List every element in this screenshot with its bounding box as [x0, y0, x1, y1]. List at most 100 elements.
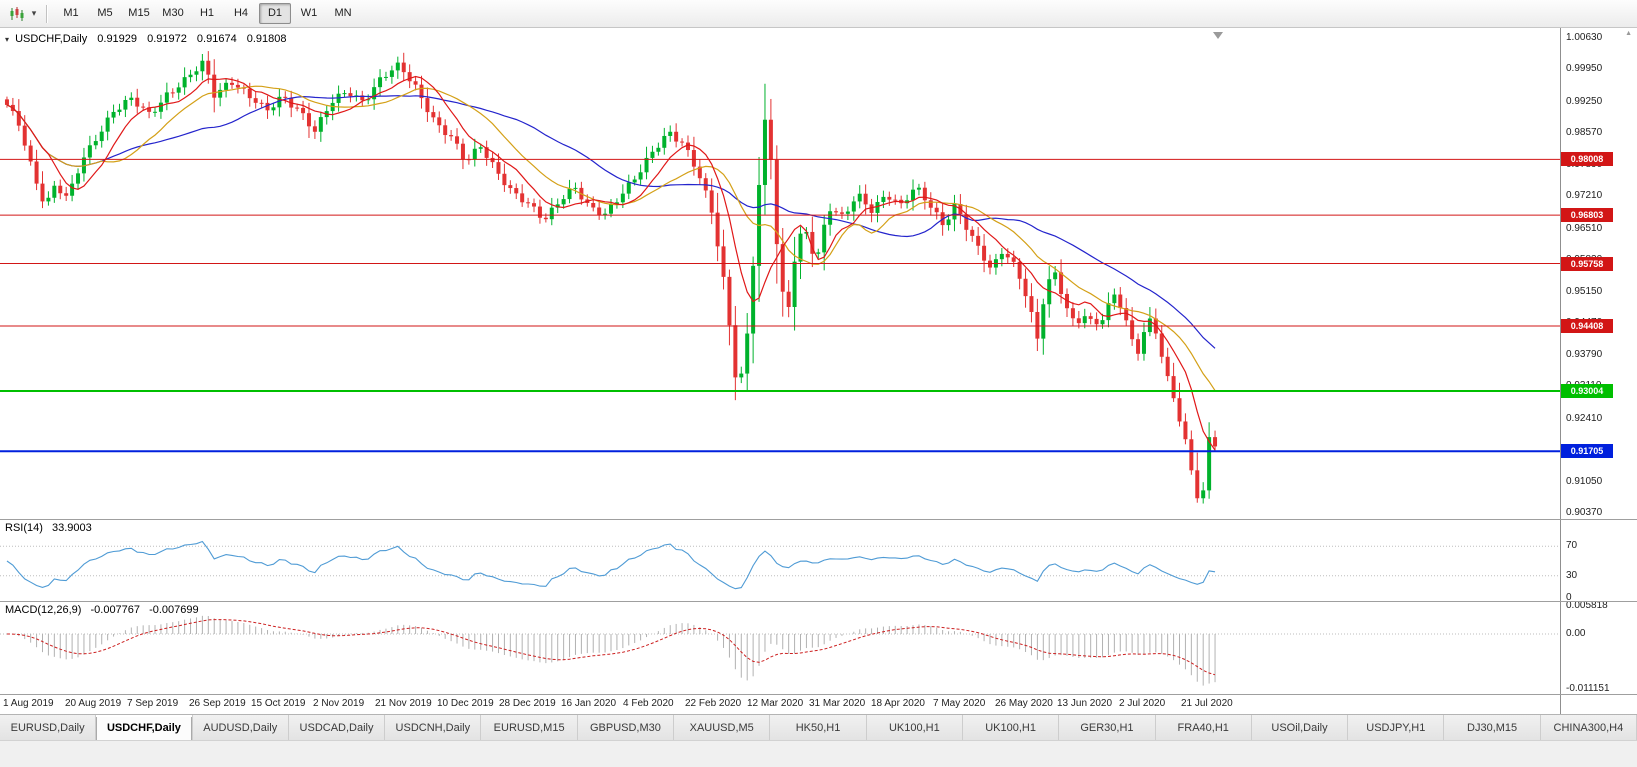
time-axis-label: 26 May 2020 [995, 698, 1053, 709]
price-level-badge: 0.91705 [1561, 444, 1613, 459]
time-axis-label: 21 Jul 2020 [1181, 698, 1233, 709]
macd-axis-tick: -0.011151 [1566, 682, 1610, 694]
price-level-badge: 0.94408 [1561, 319, 1613, 334]
time-axis-label: 31 Mar 2020 [809, 698, 866, 709]
price-level-badge: 0.95758 [1561, 256, 1613, 271]
chart-type-caret-icon[interactable]: ▾ [31, 8, 37, 18]
price-axis-tick: 0.90370 [1566, 507, 1603, 518]
top-toolbar: ▾ M1 M5 M15 M30 H1 H4 D1 W1 MN [0, 0, 1637, 28]
timeframe-w1[interactable]: W1 [300, 7, 318, 19]
panel-separator[interactable] [0, 519, 1637, 520]
chart-tab-eurusd-daily[interactable]: EURUSD,Daily [0, 715, 97, 740]
panel-separator[interactable] [0, 694, 1637, 695]
price-axis-tick: 0.91050 [1566, 475, 1603, 487]
ohlc-open: 0.91929 [97, 33, 138, 45]
chart-tab-audusd-daily[interactable]: AUDUSD,Daily [192, 715, 289, 740]
chart-tab-ger30-h1[interactable]: GER30,H1 [1059, 715, 1156, 740]
timeframe-d1[interactable]: D1 [259, 3, 291, 24]
time-axis-label: 12 Mar 2020 [747, 698, 804, 709]
chart-tab-xauusd-m5[interactable]: XAUUSD,M5 [674, 715, 771, 740]
time-axis-label: 13 Jun 2020 [1057, 698, 1113, 709]
rsi-axis-tick: 0 [1566, 592, 1572, 603]
price-axis[interactable]: ▲ 1.006300.999500.992500.985700.978900.9… [1560, 28, 1637, 714]
chart-tab-eurusd-m15[interactable]: EURUSD,M15 [481, 715, 578, 740]
panel-separator[interactable] [0, 601, 1637, 602]
toolbar-separator [46, 4, 48, 23]
time-axis-label: 18 Apr 2020 [871, 698, 925, 709]
chart-tab-uk100-h1[interactable]: UK100,H1 [866, 715, 963, 740]
price-level-badge: 0.98008 [1561, 152, 1613, 167]
timeframe-m1[interactable]: M1 [63, 7, 79, 19]
macd-name: MACD(12,26,9) [5, 604, 82, 616]
macd-axis-tick: 0.00 [1566, 628, 1586, 639]
chart-tab-fra40-h1[interactable]: FRA40,H1 [1155, 715, 1252, 740]
axis-scroll-icon: ▲ [1625, 30, 1632, 37]
rsi-axis-tick: 30 [1566, 569, 1578, 581]
chart-tab-usdcad-daily[interactable]: USDCAD,Daily [288, 715, 386, 740]
time-axis-label: 7 Sep 2019 [127, 698, 179, 709]
time-axis-label: 21 Nov 2019 [375, 698, 432, 709]
chart-tabs-bar: EURUSD,Daily USDCHF,Daily AUDUSD,Daily USDC… [0, 714, 1637, 740]
timeframe-m15[interactable]: M15 [128, 7, 150, 19]
time-axis-label: 16 Jan 2020 [561, 698, 617, 709]
chart-tab-dj30-m15[interactable]: DJ30,M15 [1444, 715, 1541, 740]
price-axis-tick: 0.92410 [1566, 412, 1603, 424]
chart-tab-usdjpy-h1[interactable]: USDJPY,H1 [1348, 715, 1445, 740]
price-axis-tick: 1.00630 [1566, 32, 1603, 43]
price-axis-tick: 0.98570 [1566, 127, 1603, 139]
price-axis-tick: 0.95150 [1566, 285, 1603, 297]
rsi-name: RSI(14) [5, 522, 43, 534]
chart-tab-usdchf-daily[interactable]: USDCHF,Daily [96, 715, 193, 740]
time-axis-label: 20 Aug 2019 [65, 698, 122, 709]
chart-window[interactable]: ▾ USDCHF,Daily 0.91929 0.91972 0.91674 0… [0, 28, 1637, 714]
candlestick-glyph [10, 6, 24, 21]
rsi-label: RSI(14) 33.9003 [5, 522, 92, 534]
timeframe-h1[interactable]: H1 [199, 7, 215, 19]
time-axis-label: 1 Aug 2019 [3, 698, 54, 709]
price-axis-tick: 0.96510 [1566, 222, 1603, 234]
chart-tab-hk50-h1[interactable]: HK50,H1 [770, 715, 867, 740]
price-chart-canvas[interactable] [0, 28, 1560, 714]
timeframe-bar: M1 M5 M15 M30 H1 H4 D1 W1 MN [54, 3, 360, 24]
rsi-value: 33.9003 [51, 522, 92, 534]
chart-tab-uk100-h1[interactable]: UK100,H1 [962, 715, 1060, 740]
ohlc-high: 0.91972 [147, 33, 187, 45]
ohlc-toggle-icon[interactable]: ▾ [5, 35, 10, 44]
timeframe-mn[interactable]: MN [334, 7, 352, 19]
price-axis-tick: 0.93790 [1566, 348, 1603, 360]
time-axis-label: 4 Feb 2020 [623, 698, 674, 709]
timeframe-m5[interactable]: M5 [97, 7, 113, 19]
rsi-axis-tick: 70 [1566, 540, 1578, 552]
timeframe-h4[interactable]: H4 [233, 7, 249, 19]
macd-label: MACD(12,26,9) -0.007767 -0.007699 [5, 604, 199, 616]
time-axis-label: 2 Jul 2020 [1119, 698, 1166, 709]
chart-type-icon[interactable] [6, 3, 28, 25]
time-axis-label: 22 Feb 2020 [685, 698, 742, 709]
price-level-badge: 0.93004 [1561, 384, 1613, 399]
price-level-badge: 0.96803 [1561, 208, 1613, 223]
time-axis-label: 7 May 2020 [933, 698, 986, 709]
ohlc-low: 0.91674 [196, 33, 237, 45]
price-axis-tick: 0.99250 [1566, 95, 1603, 107]
time-axis-label: 10 Dec 2019 [437, 698, 494, 709]
macd-signal-value: -0.007699 [149, 604, 199, 616]
ohlc-header: ▾ USDCHF,Daily 0.91929 0.91972 0.91674 0… [5, 33, 287, 45]
chart-tab-china300-h4[interactable]: CHINA300,H4 [1540, 715, 1637, 740]
timeframe-m30[interactable]: M30 [162, 7, 184, 19]
chart-tab-usoil-daily[interactable]: USOil,Daily [1251, 715, 1349, 740]
chart-shift-marker-icon [1213, 32, 1223, 39]
status-bar [0, 740, 1637, 767]
chart-tab-usdcnh-daily[interactable]: USDCNH,Daily [385, 715, 482, 740]
time-axis-label: 26 Sep 2019 [189, 698, 246, 709]
price-axis-tick: 0.97210 [1566, 190, 1603, 202]
chart-symbol-label: USDCHF,Daily [15, 33, 88, 45]
time-axis-label: 28 Dec 2019 [499, 698, 556, 709]
macd-axis-tick: 0.005818 [1566, 599, 1608, 611]
ohlc-close: 0.91808 [246, 33, 287, 45]
time-axis-label: 2 Nov 2019 [313, 698, 365, 709]
time-axis-label: 15 Oct 2019 [251, 698, 306, 709]
chart-tab-gbpusd-m30[interactable]: GBPUSD,M30 [577, 715, 675, 740]
macd-main-value: -0.007767 [90, 604, 141, 616]
price-axis-tick: 0.99950 [1566, 63, 1603, 75]
